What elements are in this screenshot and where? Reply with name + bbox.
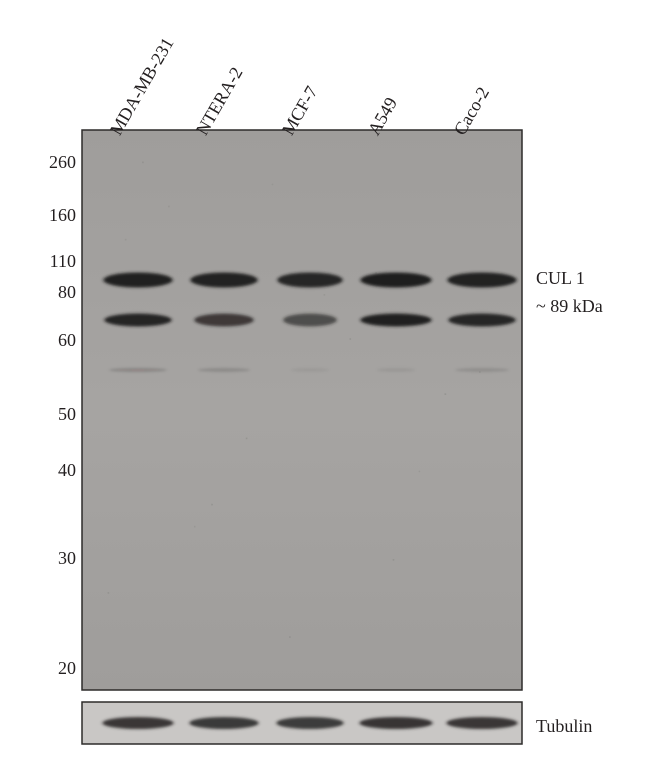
right-label-0: CUL 1 (536, 268, 585, 289)
mw-label-20: 20 (38, 658, 76, 679)
western-blot-figure: MDA-MB-231NTERA-2MCF-7A549Caco-226016011… (0, 0, 650, 783)
mw-label-110: 110 (38, 251, 76, 272)
mw-label-80: 80 (38, 282, 76, 303)
mw-label-50: 50 (38, 404, 76, 425)
mw-label-40: 40 (38, 460, 76, 481)
blot-svg (0, 0, 650, 783)
mw-label-260: 260 (38, 152, 76, 173)
mw-label-160: 160 (38, 205, 76, 226)
tubulin-label: Tubulin (536, 716, 592, 737)
mw-label-30: 30 (38, 548, 76, 569)
right-label-1: ~ 89 kDa (536, 296, 603, 317)
mw-label-60: 60 (38, 330, 76, 351)
